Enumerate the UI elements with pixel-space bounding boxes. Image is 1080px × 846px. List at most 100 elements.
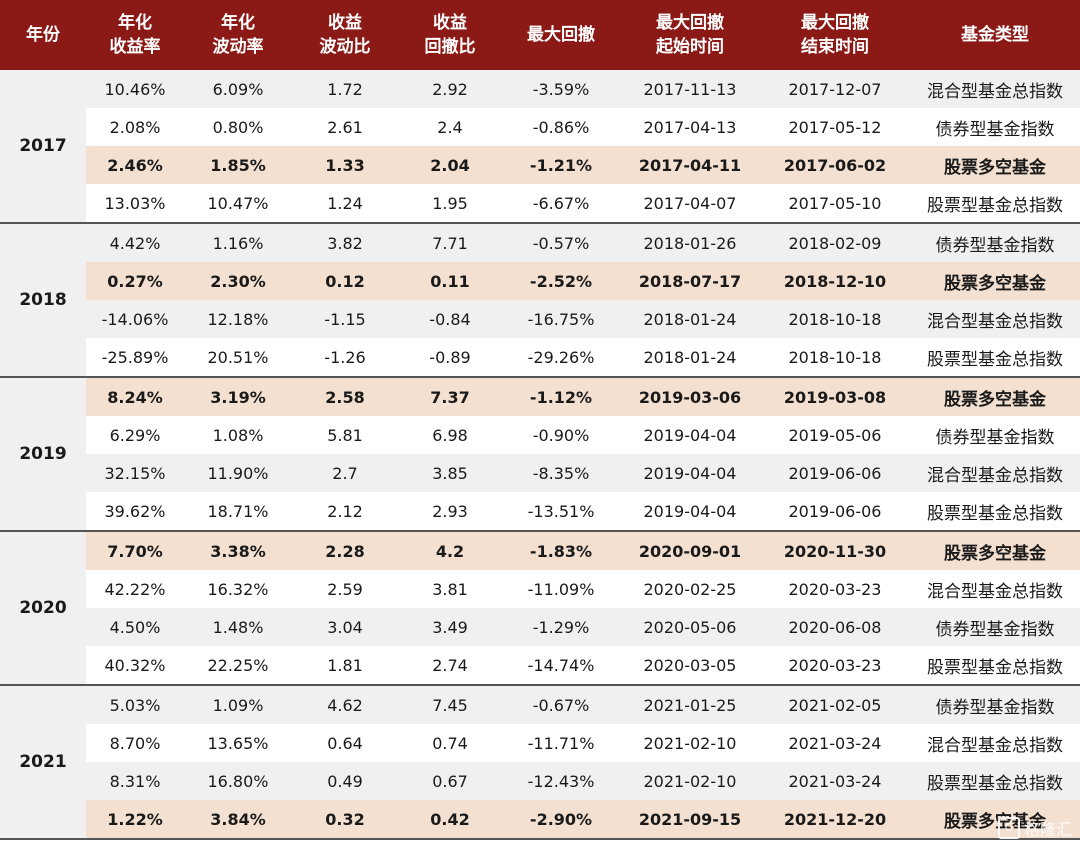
value-cell: 12.18% <box>184 300 292 338</box>
fund-type-cell: 股票型基金总指数 <box>910 646 1080 686</box>
fund-type-cell: 债券型基金指数 <box>910 416 1080 454</box>
value-cell: -1.83% <box>502 531 620 570</box>
value-cell: -25.89% <box>86 338 184 378</box>
table-row: 2019 8.24% 3.19% 2.58 7.37 -1.12% 2019-03-06 20… <box>0 377 1080 532</box>
table-row: 2018 4.42% 1.16% 3.82 7.71 -0.57% 2018-01-26 20… <box>0 223 1080 378</box>
value-cell: -0.84 <box>398 300 502 338</box>
value-cell: 0.74 <box>398 724 502 762</box>
value-cell: 2018-10-18 <box>760 300 910 338</box>
value-cell: 2019-04-04 <box>620 454 760 492</box>
value-cell: 7.37 <box>398 377 502 416</box>
value-cell: 3.38% <box>184 531 292 570</box>
value-cell: 18.71% <box>184 492 292 532</box>
value-cell: 2020-03-23 <box>760 646 910 686</box>
value-cell: -29.26% <box>502 338 620 378</box>
value-cell: 6.98 <box>398 416 502 454</box>
header-return-volatility-ratio: 收益 波动比 <box>292 0 398 70</box>
table-row: 32.15% 11.90% 2.7 3.85 -8.35% 2019-04-04 2019-… <box>0 454 1080 492</box>
value-cell: -0.90% <box>502 416 620 454</box>
value-cell: 7.71 <box>398 223 502 262</box>
value-cell: 4.62 <box>292 685 398 724</box>
header-annual-return: 年化 收益率 <box>86 0 184 70</box>
value-cell: 2019-04-04 <box>620 492 760 532</box>
value-cell: 2018-01-24 <box>620 300 760 338</box>
table-row: 6.29% 1.08% 5.81 6.98 -0.90% 2019-04-04 2019-0… <box>0 416 1080 454</box>
value-cell: 2.30% <box>184 262 292 300</box>
table-row: -14.06% 12.18% -1.15 -0.84 -16.75% 2018-01-24… <box>0 300 1080 338</box>
value-cell: 11.90% <box>184 454 292 492</box>
table-row: 42.22% 16.32% 2.59 3.81 -11.09% 2020-02-25 202… <box>0 570 1080 608</box>
table-header-row: 年份 年化 收益率 年化 波动率 收益 波动比 收益 回撤比 最大回撤 最大回撤 起始时间… <box>0 0 1080 70</box>
value-cell: 3.84% <box>184 800 292 840</box>
value-cell: 22.25% <box>184 646 292 686</box>
value-cell: -16.75% <box>502 300 620 338</box>
value-cell: 32.15% <box>86 454 184 492</box>
value-cell: 8.24% <box>86 377 184 416</box>
value-cell: 39.62% <box>86 492 184 532</box>
value-cell: 2017-06-02 <box>760 146 910 184</box>
year-cell: 2018 <box>0 223 86 378</box>
value-cell: 8.70% <box>86 724 184 762</box>
value-cell: 13.65% <box>184 724 292 762</box>
value-cell: 2.61 <box>292 108 398 146</box>
value-cell: 2017-05-10 <box>760 184 910 224</box>
value-cell: 2.46% <box>86 146 184 184</box>
value-cell: 1.24 <box>292 184 398 224</box>
value-cell: 2018-07-17 <box>620 262 760 300</box>
value-cell: 2.7 <box>292 454 398 492</box>
value-cell: 16.32% <box>184 570 292 608</box>
value-cell: 2019-04-04 <box>620 416 760 454</box>
value-cell: 5.03% <box>86 685 184 724</box>
value-cell: -11.71% <box>502 724 620 762</box>
fund-type-cell: 混合型基金总指数 <box>910 454 1080 492</box>
value-cell: 40.32% <box>86 646 184 686</box>
value-cell: 0.64 <box>292 724 398 762</box>
value-cell: -0.67% <box>502 685 620 724</box>
value-cell: 2019-05-06 <box>760 416 910 454</box>
value-cell: 1.16% <box>184 223 292 262</box>
value-cell: 20.51% <box>184 338 292 378</box>
fund-type-cell: 股票型基金总指数 <box>910 762 1080 800</box>
value-cell: 1.22% <box>86 800 184 840</box>
value-cell: 10.47% <box>184 184 292 224</box>
table-row: 0.27% 2.30% 0.12 0.11 -2.52% 2018-07-17 2018-1… <box>0 262 1080 300</box>
value-cell: 2019-06-06 <box>760 454 910 492</box>
value-cell: 2021-09-15 <box>620 800 760 840</box>
value-cell: 4.2 <box>398 531 502 570</box>
header-fund-type: 基金类型 <box>910 0 1080 70</box>
value-cell: 2020-11-30 <box>760 531 910 570</box>
value-cell: 2.12 <box>292 492 398 532</box>
value-cell: 8.31% <box>86 762 184 800</box>
fund-type-cell: 股票多空基金 <box>910 262 1080 300</box>
fund-type-cell: 股票多空基金 <box>910 146 1080 184</box>
value-cell: 1.81 <box>292 646 398 686</box>
value-cell: 0.12 <box>292 262 398 300</box>
value-cell: 3.04 <box>292 608 398 646</box>
value-cell: 2.58 <box>292 377 398 416</box>
value-cell: 1.85% <box>184 146 292 184</box>
fund-type-cell: 混合型基金总指数 <box>910 724 1080 762</box>
table-row: 4.50% 1.48% 3.04 3.49 -1.29% 2020-05-06 2020-0… <box>0 608 1080 646</box>
value-cell: -3.59% <box>502 70 620 108</box>
value-cell: 42.22% <box>86 570 184 608</box>
value-cell: -2.90% <box>502 800 620 840</box>
fund-type-cell: 债券型基金指数 <box>910 685 1080 724</box>
table-row: -25.89% 20.51% -1.26 -0.89 -29.26% 2018-01-24… <box>0 338 1080 378</box>
fund-type-cell: 混合型基金总指数 <box>910 570 1080 608</box>
header-year: 年份 <box>0 0 86 70</box>
value-cell: 2.93 <box>398 492 502 532</box>
value-cell: -11.09% <box>502 570 620 608</box>
value-cell: 2020-02-25 <box>620 570 760 608</box>
fund-type-cell: 债券型基金指数 <box>910 223 1080 262</box>
value-cell: 0.32 <box>292 800 398 840</box>
value-cell: 2021-12-20 <box>760 800 910 840</box>
value-cell: 2017-11-13 <box>620 70 760 108</box>
table-row: 2.08% 0.80% 2.61 2.4 -0.86% 2017-04-13 2017-05… <box>0 108 1080 146</box>
table-row: 1.22% 3.84% 0.32 0.42 -2.90% 2021-09-15 2021-1… <box>0 800 1080 840</box>
table-row: 2.46% 1.85% 1.33 2.04 -1.21% 2017-04-11 2017-0… <box>0 146 1080 184</box>
value-cell: 2021-02-10 <box>620 762 760 800</box>
value-cell: 2020-09-01 <box>620 531 760 570</box>
fund-type-cell: 股票多空基金 <box>910 800 1080 840</box>
value-cell: 1.09% <box>184 685 292 724</box>
value-cell: 2021-02-05 <box>760 685 910 724</box>
